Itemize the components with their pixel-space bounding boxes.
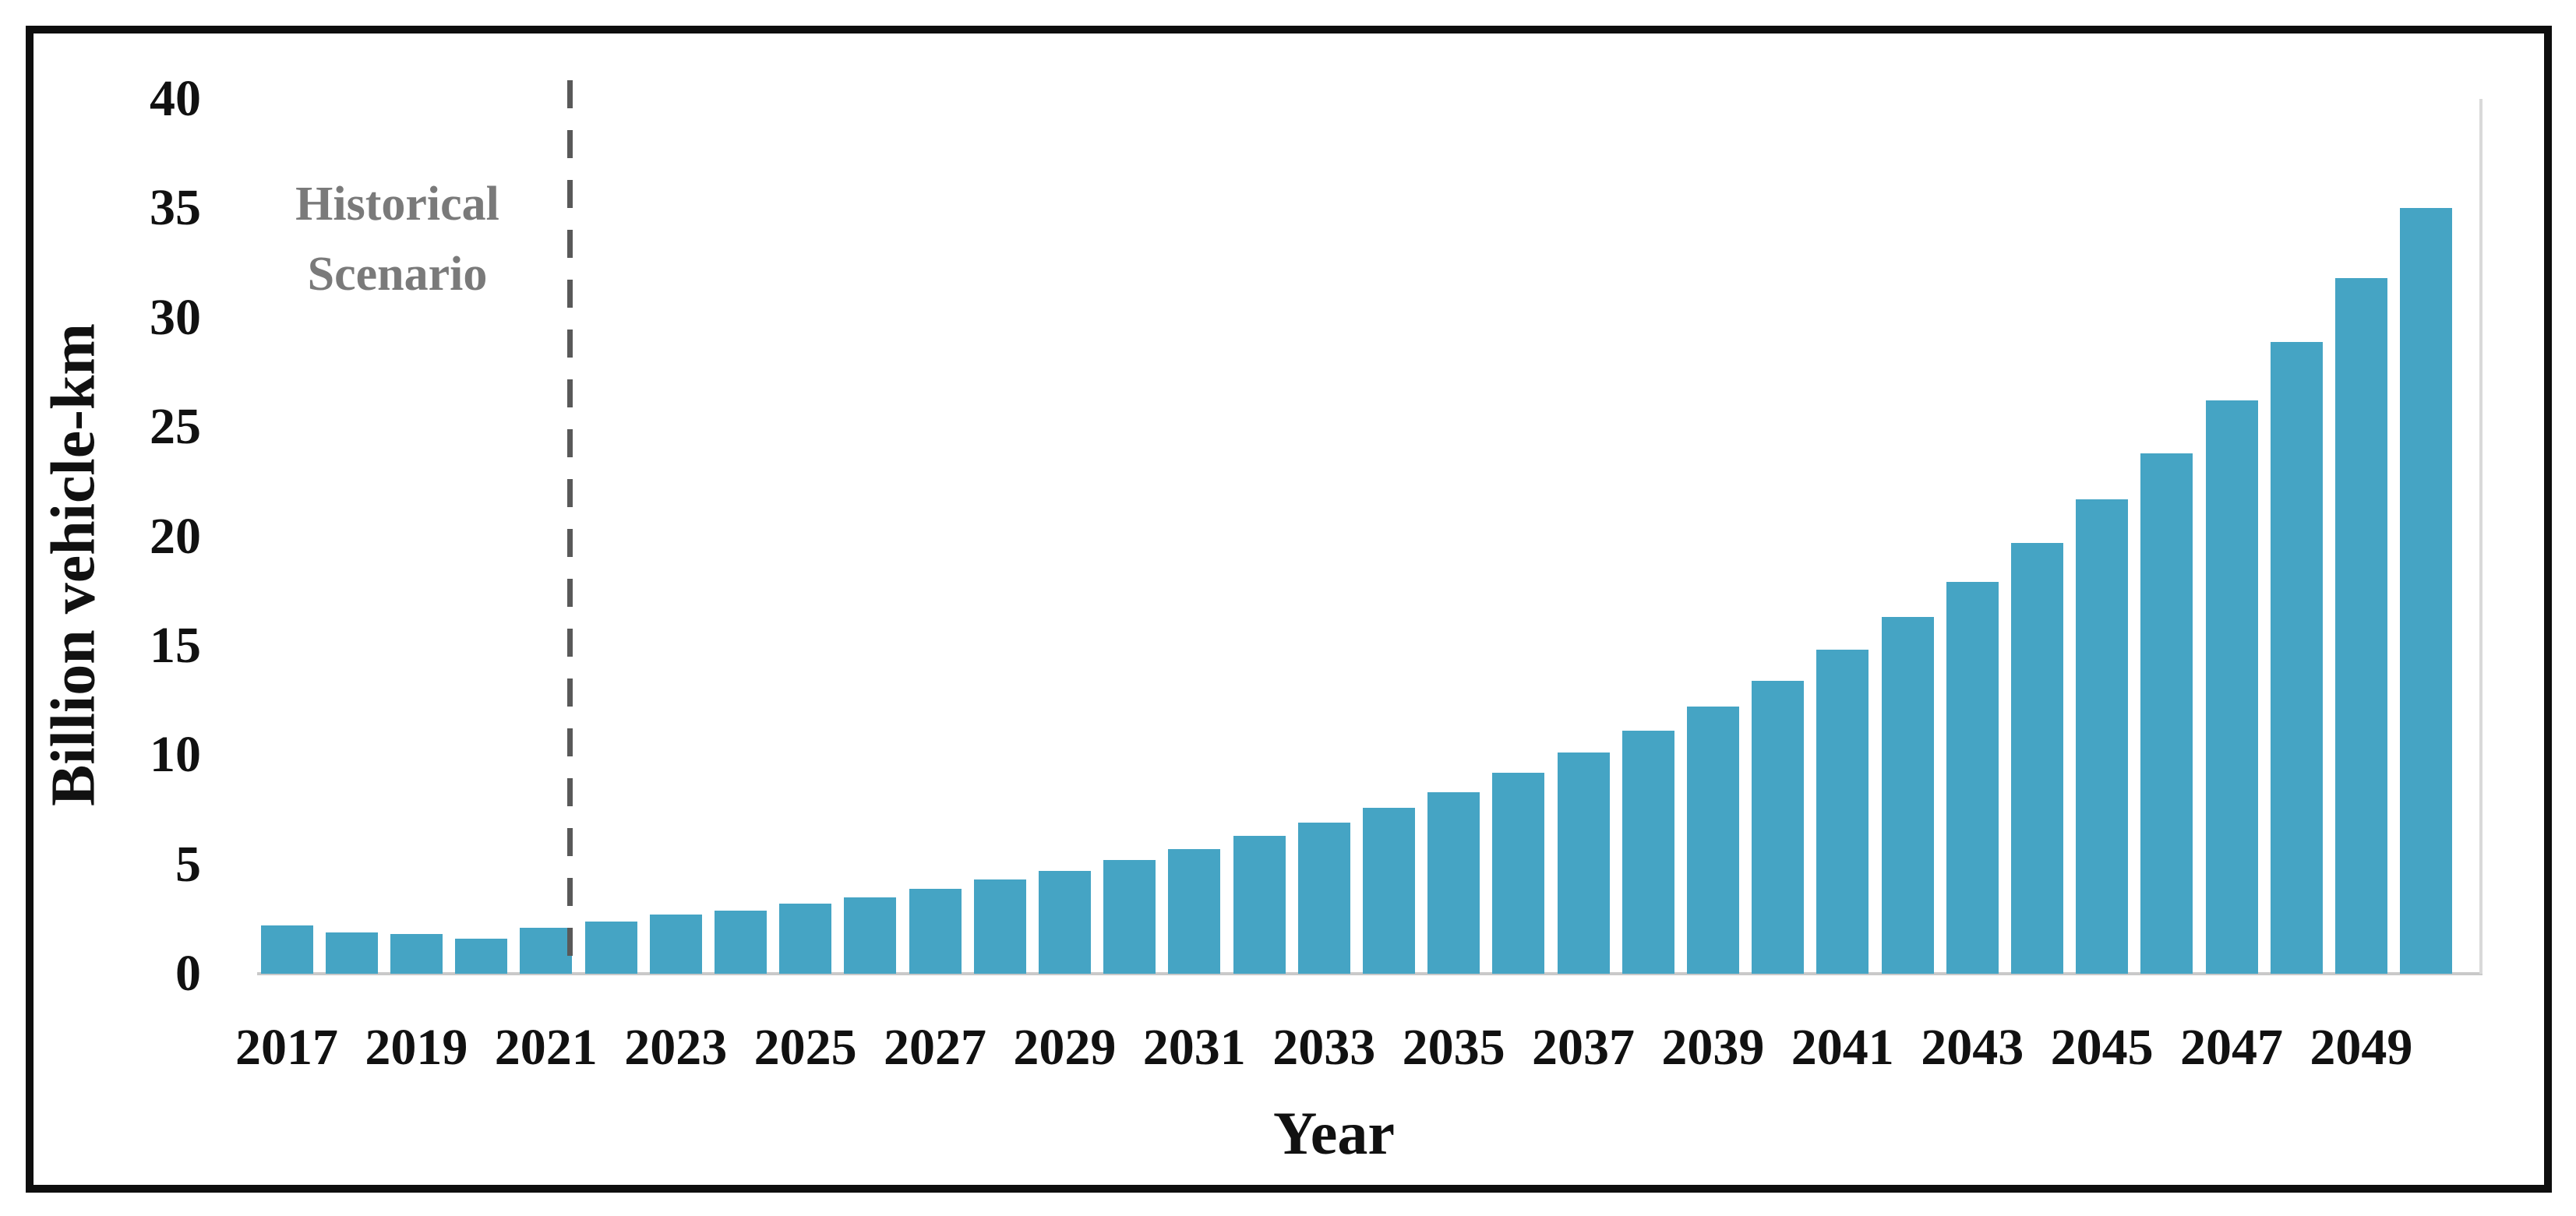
y-tick-label-10: 10 (150, 726, 201, 784)
y-axis-title: Billion vehicle-km (39, 323, 108, 806)
bar-2050 (2400, 208, 2453, 974)
x-tick-label-2023: 2023 (624, 1019, 728, 1076)
bar-2026 (844, 897, 897, 974)
x-tick-label-2039: 2039 (1661, 1019, 1765, 1076)
x-tick-label-2047: 2047 (2180, 1019, 2283, 1076)
bar-2034 (1362, 807, 1415, 974)
bar-2023 (649, 915, 702, 974)
bar-2019 (390, 934, 443, 974)
x-tick-label-2041: 2041 (1791, 1019, 1894, 1076)
y-tick-label-35: 35 (150, 179, 201, 237)
annotation-line-1: Historical (295, 178, 499, 231)
bar-2039 (1686, 707, 1739, 974)
bar-2018 (325, 932, 378, 974)
bar-2042 (1881, 617, 1934, 974)
bar-2032 (1233, 836, 1286, 974)
bar-2021 (520, 928, 573, 974)
bar-2035 (1427, 791, 1480, 974)
bar-2040 (1752, 680, 1805, 974)
bar-2027 (909, 888, 962, 974)
x-tick-label-2019: 2019 (365, 1019, 468, 1076)
bar-2049 (2334, 278, 2387, 974)
figure-border-frame (26, 26, 2552, 1193)
bar-2043 (1946, 582, 1999, 974)
bar-2036 (1492, 772, 1545, 974)
y-tick-label-5: 5 (175, 835, 201, 893)
y-tick-label-30: 30 (150, 288, 201, 346)
bar-2037 (1557, 753, 1610, 974)
x-tick-label-2025: 2025 (753, 1019, 857, 1076)
x-tick-label-2043: 2043 (1921, 1019, 2024, 1076)
bar-2041 (1816, 650, 1869, 974)
y-tick-label-0: 0 (175, 945, 201, 1002)
x-tick-label-2031: 2031 (1142, 1019, 1246, 1076)
bar-2028 (973, 879, 1026, 974)
y-tick-label-25: 25 (150, 398, 201, 456)
y-tick-label-15: 15 (150, 616, 201, 674)
bar-2025 (779, 904, 832, 974)
bar-2031 (1168, 848, 1221, 974)
bar-2020 (455, 939, 508, 974)
y-tick-label-20: 20 (150, 507, 201, 565)
bar-2047 (2205, 400, 2258, 974)
bar-2048 (2270, 341, 2323, 974)
x-tick-label-2021: 2021 (494, 1019, 598, 1076)
bar-2033 (1297, 823, 1350, 974)
bar-2017 (260, 925, 313, 974)
bar-2045 (2076, 499, 2129, 974)
x-axis-line (257, 972, 2482, 975)
x-tick-label-2027: 2027 (884, 1019, 986, 1076)
x-tick-label-2045: 2045 (2050, 1019, 2154, 1076)
x-tick-label-2033: 2033 (1272, 1019, 1376, 1076)
historical-scenario-divider-line (567, 80, 573, 974)
plot-right-border-line (2479, 99, 2482, 974)
bar-2038 (1621, 731, 1674, 974)
bar-2024 (714, 910, 767, 974)
x-tick-label-2037: 2037 (1532, 1019, 1635, 1076)
x-axis-title: Year (1273, 1099, 1395, 1167)
bar-2022 (584, 921, 637, 974)
historical-scenario-annotation: Historical Scenario (242, 169, 553, 309)
bar-2029 (1038, 871, 1091, 974)
bar-2044 (2010, 542, 2063, 974)
x-tick-label-2049: 2049 (2310, 1019, 2413, 1076)
annotation-line-2: Scenario (307, 248, 488, 301)
bar-2046 (2140, 453, 2193, 974)
x-tick-label-2029: 2029 (1013, 1019, 1117, 1076)
x-tick-label-2017: 2017 (235, 1019, 338, 1076)
x-tick-label-2035: 2035 (1402, 1019, 1505, 1076)
y-tick-label-40: 40 (150, 70, 201, 127)
bar-2030 (1103, 860, 1156, 974)
